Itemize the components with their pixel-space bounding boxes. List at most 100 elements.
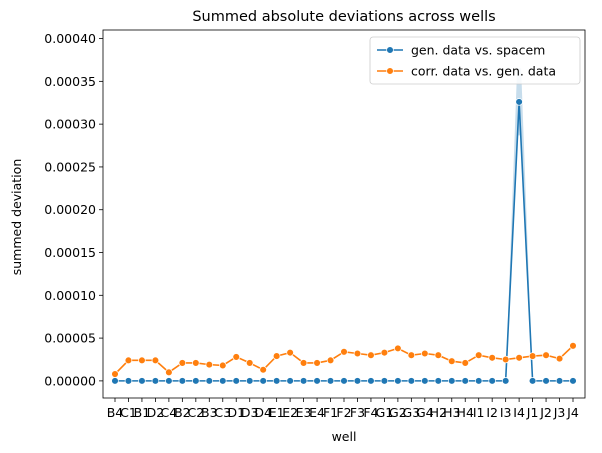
y-tick-label: 0.00030 [44, 117, 96, 132]
data-point [245, 377, 254, 385]
x-tick-label: F4 [363, 405, 378, 420]
x-tick-label: B4 [107, 405, 124, 420]
data-point [448, 357, 456, 365]
data-point [421, 349, 429, 358]
data-point [474, 377, 483, 385]
data-point [555, 354, 564, 363]
x-tick-label: E4 [309, 405, 325, 420]
x-tick-label: B2 [174, 405, 191, 420]
x-tick-label: G2 [389, 405, 407, 420]
plot-area [111, 68, 577, 385]
data-point [232, 353, 240, 361]
data-point [353, 377, 362, 385]
x-tick-label: D4 [254, 405, 272, 420]
data-point [542, 351, 550, 359]
data-point [326, 377, 335, 385]
data-point [299, 359, 308, 367]
data-point [434, 351, 443, 359]
data-point [138, 356, 146, 365]
y-tick-label: 0.00000 [44, 373, 96, 388]
data-point [367, 351, 375, 359]
x-tick-label: G3 [403, 405, 421, 420]
x-tick-label: B1 [134, 405, 151, 420]
data-point [259, 377, 267, 385]
data-point [178, 377, 187, 385]
x-tick-label: D1 [227, 405, 245, 420]
data-point [219, 361, 227, 370]
data-point [205, 360, 214, 369]
confidence-band [505, 68, 533, 381]
x-tick-label: C3 [214, 405, 231, 420]
data-point [569, 377, 577, 385]
x-tick-label: I1 [473, 405, 485, 420]
x-tick-label: E3 [296, 405, 312, 420]
data-point [501, 355, 510, 364]
data-point [165, 368, 173, 377]
x-tick-label: J4 [566, 405, 579, 420]
data-point [326, 356, 335, 365]
data-point [272, 377, 281, 385]
y-axis-label: summed deviation [9, 159, 24, 276]
data-point [448, 377, 456, 385]
x-tick-label: H4 [457, 405, 474, 420]
x-tick-label: F1 [323, 405, 338, 420]
legend-label: gen. data vs. spacem [411, 43, 545, 58]
x-tick-label: C1 [120, 405, 137, 420]
x-tick-label: E2 [282, 405, 298, 420]
y-tick-label: 0.00040 [44, 31, 96, 46]
data-point [178, 359, 187, 367]
legend-marker [386, 46, 394, 54]
x-axis-label: well [332, 429, 357, 444]
data-point [367, 377, 375, 385]
x-tick-label: B3 [201, 405, 218, 420]
x-tick-label: F2 [336, 405, 351, 420]
x-tick-label: H3 [443, 405, 460, 420]
data-point [299, 377, 308, 385]
data-point [394, 377, 402, 385]
data-point [340, 348, 348, 356]
data-point [232, 377, 240, 385]
data-point [569, 342, 577, 350]
data-point [515, 354, 523, 362]
y-tick-label: 0.00010 [44, 288, 96, 303]
data-point [461, 359, 469, 367]
data-point [151, 377, 160, 385]
data-point [313, 359, 321, 367]
legend-label: corr. data vs. gen. data [411, 64, 556, 79]
y-tick-label: 0.00015 [44, 245, 96, 260]
y-tick-label: 0.00035 [44, 74, 96, 89]
data-point [380, 377, 389, 385]
x-tick-label: C2 [187, 405, 204, 420]
data-point [421, 377, 429, 385]
data-point [474, 351, 483, 359]
x-tick-label: J2 [539, 405, 552, 420]
x-tick-label: D3 [241, 405, 259, 420]
x-tick-label: H2 [430, 405, 447, 420]
data-point [515, 98, 523, 106]
data-point [286, 377, 294, 385]
data-point [165, 377, 173, 385]
data-point [528, 377, 537, 385]
data-point [111, 377, 119, 385]
data-point [205, 377, 214, 385]
data-point [555, 377, 564, 385]
data-point [259, 366, 267, 374]
x-tick-label: G4 [416, 405, 434, 420]
data-point [245, 359, 254, 367]
data-point [272, 352, 281, 360]
x-tick-label: I4 [513, 405, 525, 420]
data-point [124, 356, 133, 365]
chart-title: Summed absolute deviations across wells [192, 9, 495, 25]
data-point [528, 352, 537, 360]
x-tick-label: D2 [147, 405, 165, 420]
data-point [461, 377, 469, 385]
data-point [111, 370, 119, 378]
x-tick-label: G1 [376, 405, 394, 420]
data-point [124, 377, 133, 385]
y-tick-label: 0.00020 [44, 202, 96, 217]
data-point [219, 377, 227, 385]
legend-box [369, 36, 581, 85]
x-axis: B4C1B1D2C4B2C2B3C3D1D3D4E1E2E3E4F1F2F3F4… [107, 398, 579, 420]
data-point [151, 356, 160, 365]
